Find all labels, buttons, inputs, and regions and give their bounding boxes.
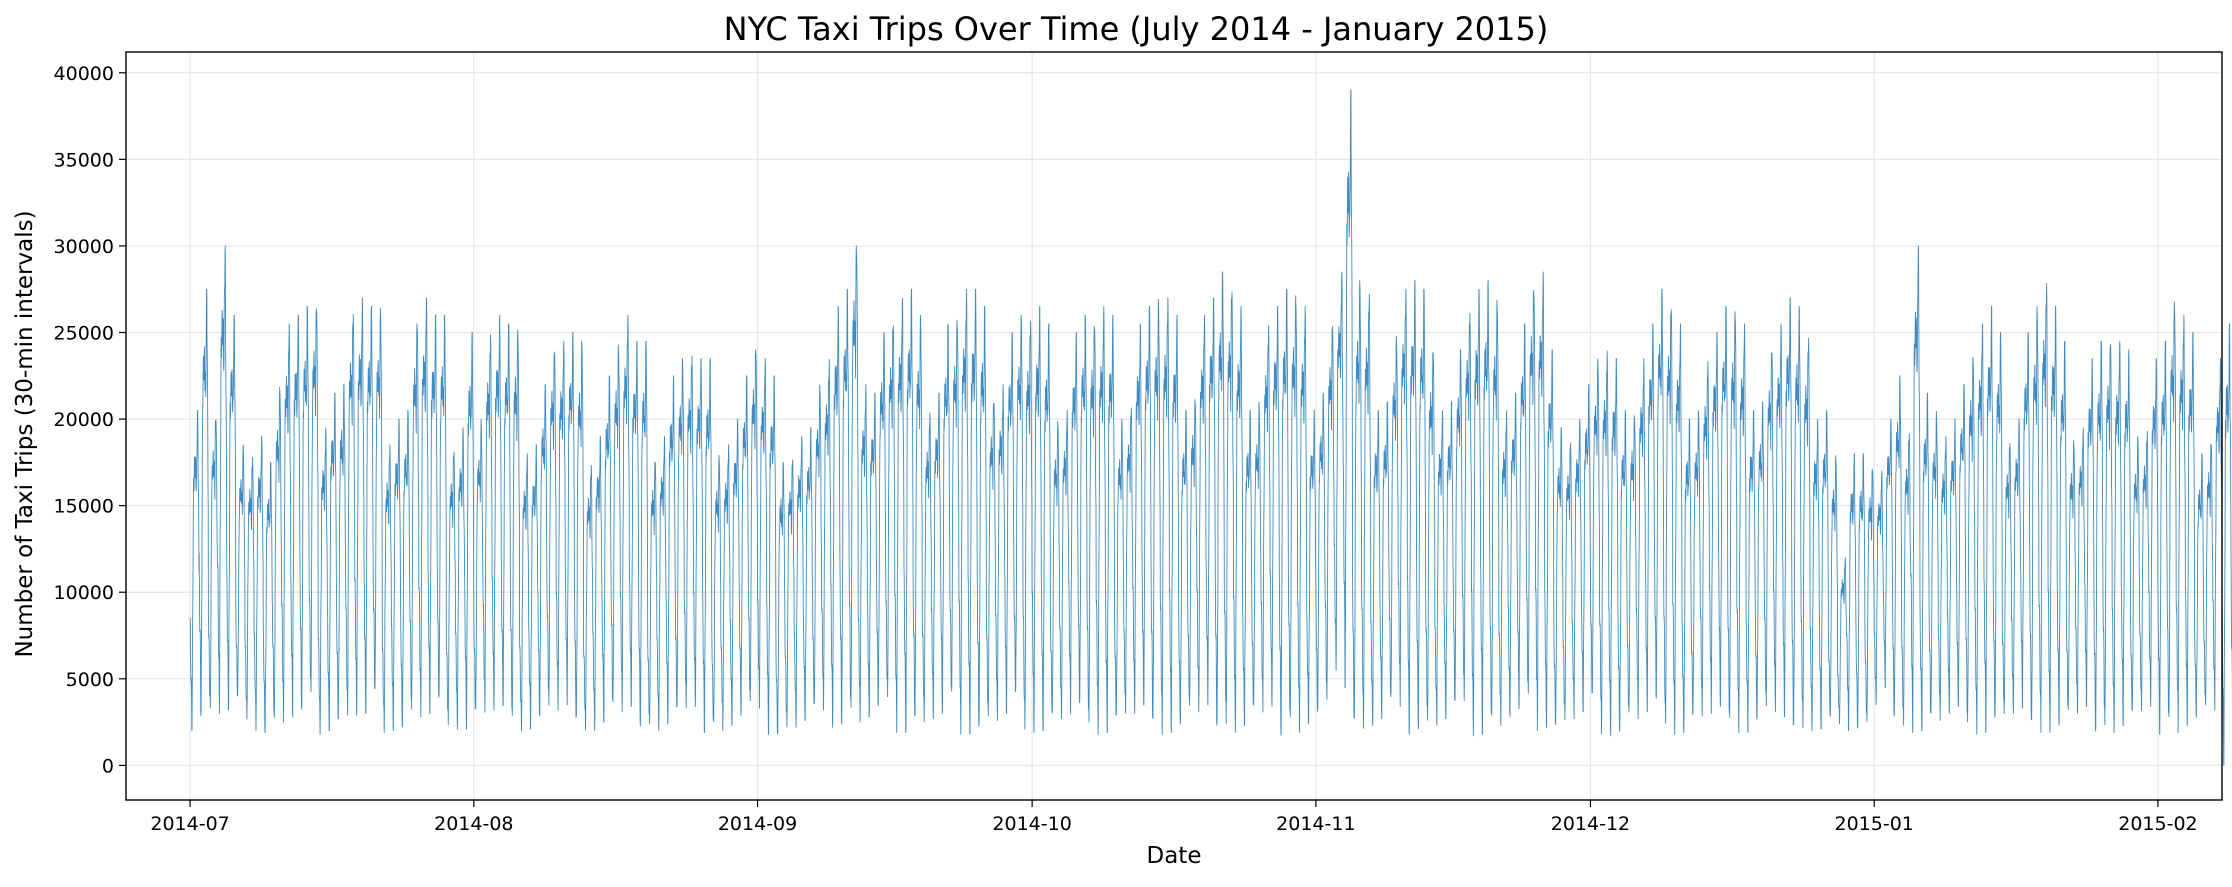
series-line-0 [189, 89, 2232, 766]
y-tick-label: 25000 [54, 323, 114, 345]
x-tick-label: 2014-11 [1276, 813, 1355, 835]
y-tick-label: 15000 [54, 496, 114, 518]
y-tick-label: 30000 [54, 236, 114, 258]
axes [119, 51, 2223, 807]
x-axis-label: Date [1147, 843, 1202, 869]
y-tick-label: 0 [102, 755, 114, 777]
x-tick-label: 2014-07 [150, 813, 229, 835]
y-axis-label: Number of Taxi Trips (30-min intervals) [12, 210, 38, 657]
series-layer [189, 89, 2232, 766]
y-tick-label: 40000 [54, 63, 114, 85]
y-tick-label: 35000 [54, 149, 114, 171]
y-tick-label: 5000 [66, 669, 114, 691]
y-tick-label: 10000 [54, 582, 114, 604]
x-tick-label: 2014-08 [434, 813, 513, 835]
x-tick-label: 2015-02 [2118, 813, 2197, 835]
x-tick-label: 2014-12 [1551, 813, 1630, 835]
x-tick-label: 2015-01 [1834, 813, 1913, 835]
chart-title: NYC Taxi Trips Over Time (July 2014 - Ja… [724, 10, 1549, 48]
x-tick-label: 2014-10 [992, 813, 1071, 835]
y-tick-label: 20000 [54, 409, 114, 431]
grid [126, 52, 2222, 800]
plot-frame [125, 51, 2223, 801]
tick-labels: 0 5000 10000 15000 20000 25000 30000 35000 40000… [54, 63, 2198, 835]
x-tick-label: 2014-09 [718, 813, 797, 835]
